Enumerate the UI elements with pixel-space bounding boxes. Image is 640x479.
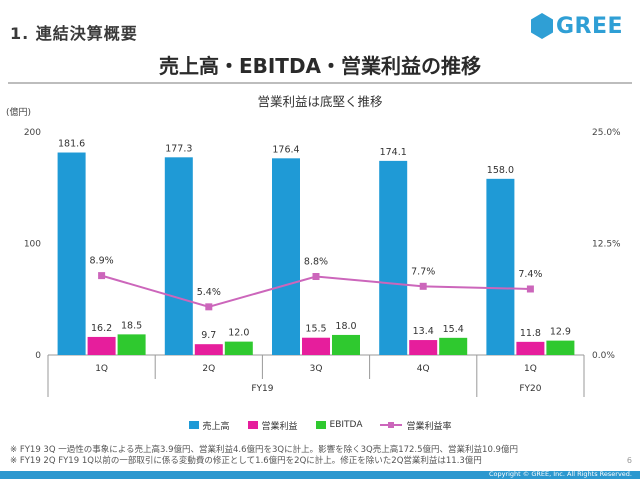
copyright-text: Copyright © GREE, Inc. All Rights Reserv… — [488, 470, 632, 478]
legend-item-ebitda: EBITDA — [315, 420, 363, 430]
y-left-tick-label: 0 — [35, 351, 41, 361]
data-label-ebitda: 12.0 — [228, 328, 249, 339]
x-group-label: FY20 — [519, 384, 541, 394]
data-label-revenue: 177.3 — [165, 143, 192, 154]
point-operating-margin — [98, 272, 106, 280]
hexagon-logo-icon — [531, 13, 553, 39]
bar-ebitda — [332, 334, 360, 355]
y-right-tick-label: 12.5% — [592, 240, 621, 250]
data-label-ebitda: 18.5 — [121, 320, 142, 331]
y-axis-unit-label: (億円) — [6, 108, 32, 118]
data-label-revenue: 158.0 — [487, 165, 514, 176]
legend-swatch-margin — [380, 421, 403, 429]
legend-label-margin: 営業利益率 — [406, 421, 452, 432]
bar-operating-profit — [302, 337, 330, 355]
data-label-operating-profit: 16.2 — [91, 323, 112, 334]
bar-revenue — [164, 157, 193, 355]
bar-operating-profit — [194, 344, 223, 355]
bar-ebitda — [224, 341, 253, 355]
copyright-bar: Copyright © GREE, Inc. All Rights Reserv… — [0, 470, 640, 479]
point-operating-margin — [419, 282, 427, 290]
bar-revenue — [57, 152, 86, 355]
bar-operating-profit — [87, 336, 116, 355]
bar-ebitda — [439, 337, 468, 355]
data-label-operating-profit: 9.7 — [201, 330, 216, 341]
x-tick-label: 2Q — [202, 364, 215, 374]
page-number: 6 — [626, 456, 632, 465]
y-right-tick-label: 0.0% — [592, 351, 615, 361]
title-divider — [8, 82, 632, 84]
bar-operating-profit — [409, 340, 438, 355]
point-operating-margin — [526, 285, 534, 293]
bar-ebitda — [117, 334, 146, 355]
y-left-tick-label: 200 — [24, 128, 41, 138]
legend-item-revenue: 売上高 — [188, 419, 230, 432]
data-label-ebitda: 18.0 — [335, 321, 356, 332]
legend-label-revenue: 売上高 — [202, 421, 230, 432]
footnote: ※ FY19 3Q 一過性の事象による売上高3.9億円、営業利益4.6億円を3Q… — [10, 445, 518, 455]
legend-swatch-operating-profit — [247, 421, 258, 429]
bar-revenue — [486, 178, 515, 355]
data-label-operating-margin: 8.9% — [90, 256, 114, 267]
data-label-operating-margin: 7.7% — [411, 266, 435, 277]
data-label-revenue: 174.1 — [380, 147, 407, 158]
legend-swatch-revenue — [188, 421, 199, 429]
data-label-operating-profit: 15.5 — [305, 324, 326, 335]
gree-logo: GREE — [530, 12, 636, 42]
legend-swatch-ebitda — [315, 421, 326, 429]
point-operating-margin — [312, 273, 320, 281]
legend-label-operating-profit: 営業利益 — [261, 421, 298, 432]
logo-text: GREE — [556, 14, 624, 39]
y-right-tick-label: 25.0% — [592, 128, 621, 138]
footnote: ※ FY19 2Q FY19 1Q以前の一部取引に係る変動費の修正として1.6億… — [10, 456, 482, 466]
footnotes: ※ FY19 3Q 一過性の事象による売上高3.9億円、営業利益4.6億円を3Q… — [10, 445, 518, 467]
legend-item-operating-profit: 営業利益 — [247, 419, 298, 432]
bar-revenue — [379, 160, 408, 355]
y-left-tick-label: 100 — [24, 240, 41, 250]
legend-item-margin: 営業利益率 — [380, 419, 452, 432]
chart-subtitle: 営業利益は底堅く推移 — [257, 94, 383, 109]
page-title: 売上高・EBITDA・営業利益の推移 — [158, 54, 482, 78]
bar-ebitda — [546, 340, 575, 355]
data-label-operating-profit: 11.8 — [520, 328, 541, 339]
x-tick-label: 4Q — [417, 364, 430, 374]
data-label-operating-margin: 7.4% — [518, 269, 542, 280]
x-tick-label: 1Q — [95, 364, 108, 374]
section-title: 1. 連結決算概要 — [10, 24, 138, 43]
data-label-ebitda: 12.9 — [550, 327, 571, 338]
chart-legend: 売上高 営業利益 EBITDA 営業利益率 — [0, 418, 640, 432]
bar-operating-profit — [516, 341, 545, 355]
x-group-label: FY19 — [251, 384, 273, 394]
x-tick-label: 3Q — [310, 364, 323, 374]
data-label-revenue: 176.4 — [272, 144, 299, 155]
bar-revenue — [272, 158, 300, 355]
point-operating-margin — [205, 303, 213, 311]
data-label-operating-profit: 13.4 — [413, 326, 434, 337]
data-label-operating-margin: 5.4% — [197, 287, 221, 298]
legend-label-ebitda: EBITDA — [329, 420, 363, 430]
data-label-operating-margin: 8.8% — [304, 257, 328, 268]
x-tick-label: 1Q — [524, 364, 537, 374]
data-label-ebitda: 15.4 — [443, 324, 464, 335]
data-label-revenue: 181.6 — [58, 139, 85, 150]
